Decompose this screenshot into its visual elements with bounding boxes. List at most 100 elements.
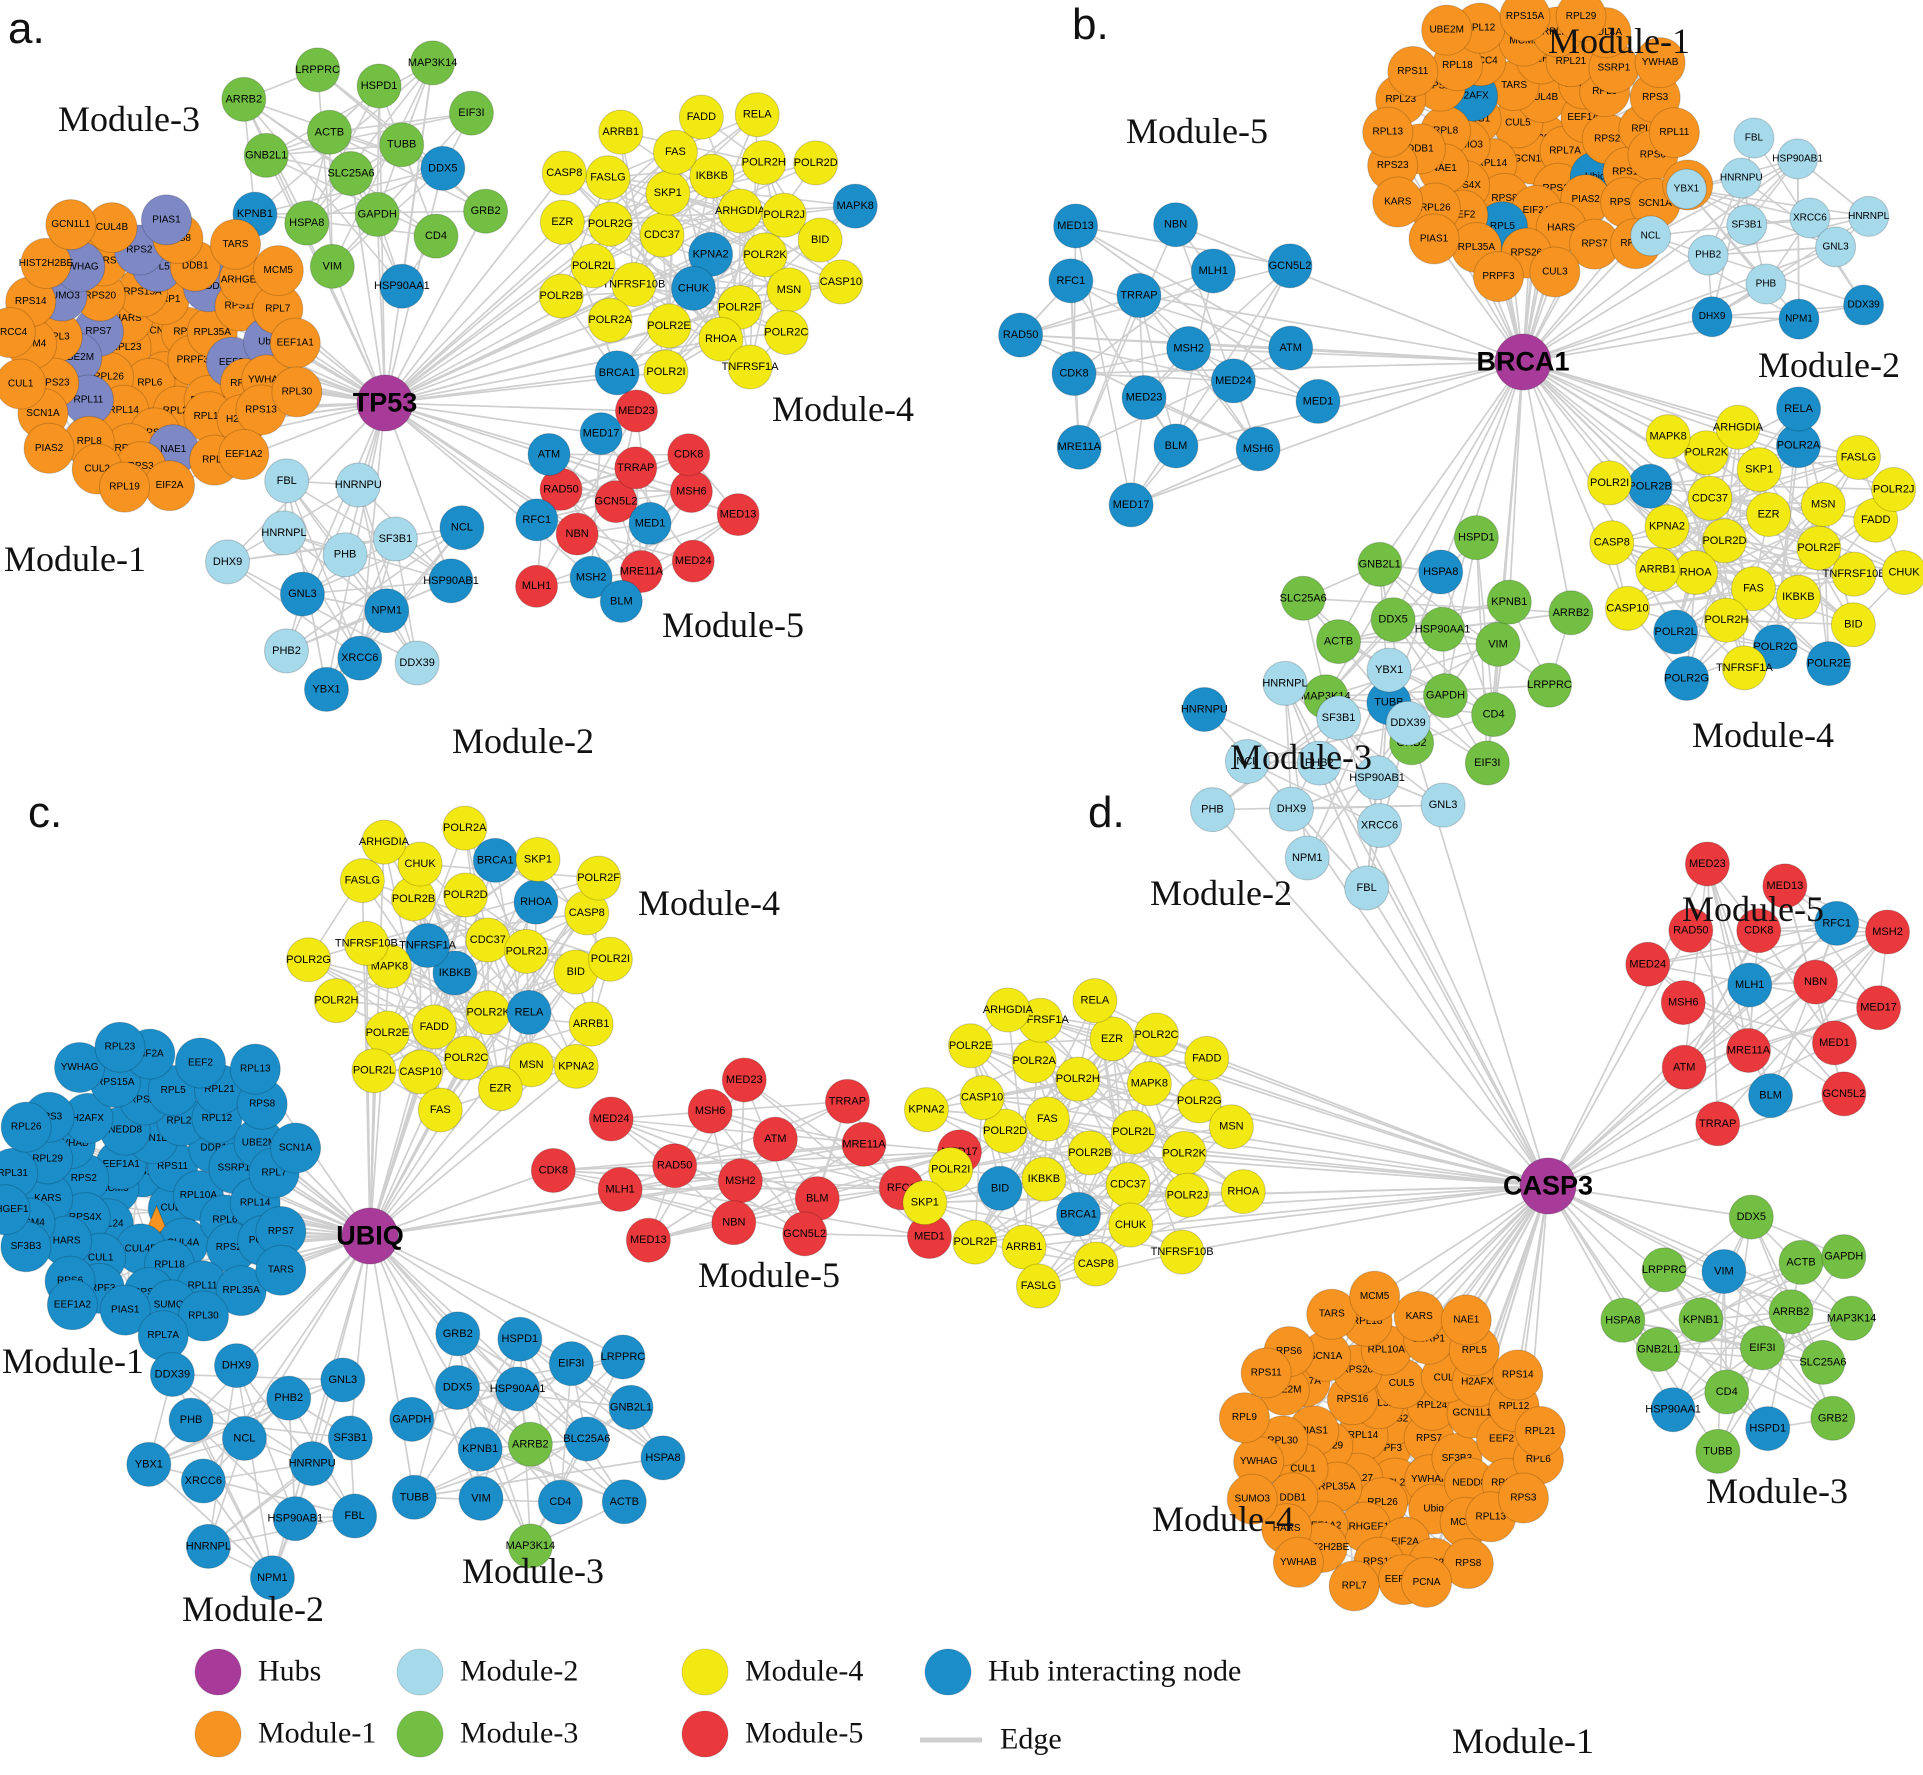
- edge: [265, 154, 437, 237]
- node-label: POLR2K: [1163, 1147, 1207, 1159]
- node-label: CASP10: [820, 276, 862, 288]
- node-POLR2K: POLR2K: [465, 990, 511, 1036]
- node-label: POLR2G: [1177, 1095, 1222, 1107]
- node-ARRB2: ARRB2: [1768, 1289, 1814, 1335]
- node-label: CDC37: [1692, 492, 1728, 504]
- edge: [1627, 488, 1894, 610]
- node-label: ACTB: [1786, 1256, 1815, 1268]
- node-label: RPL35A: [223, 1285, 261, 1296]
- node-PIAS1: PIAS1: [140, 194, 192, 246]
- node-label: ATM: [764, 1133, 786, 1145]
- node-label: POLR2H: [1056, 1073, 1100, 1085]
- node-label: CUL5: [1389, 1378, 1415, 1389]
- node-label: H2AFX: [1461, 1376, 1494, 1387]
- node-label: SUMO3: [44, 291, 80, 302]
- node-BRCA1: BRCA1: [472, 837, 518, 883]
- edge: [553, 1151, 960, 1172]
- node-label: MCM5: [1360, 1291, 1390, 1302]
- node-label: FADD: [1861, 514, 1890, 526]
- node-label: POLR2J: [1167, 1189, 1209, 1201]
- node-label: DHX9: [213, 556, 242, 568]
- node-label: MED17: [1860, 1002, 1897, 1014]
- node-label: RPL30: [282, 386, 313, 397]
- node-label: CASP8: [1078, 1258, 1114, 1270]
- node-label: POLR2D: [794, 157, 838, 169]
- node-label: TARS: [268, 1265, 294, 1276]
- node-MED1: MED1: [1295, 378, 1341, 424]
- node-label: MAP3K14: [408, 57, 458, 69]
- node-label: MED23: [726, 1074, 763, 1086]
- node-GRB2: GRB2: [435, 1311, 481, 1357]
- node-EZR: EZR: [539, 199, 585, 245]
- module-label: Module-1: [4, 539, 146, 579]
- node-FBL: FBL: [1733, 117, 1775, 159]
- edge: [1181, 1185, 1549, 1253]
- edge: [1175, 223, 1524, 363]
- node-circle: [698, 316, 744, 362]
- node-RPL19: RPL19: [99, 461, 151, 513]
- node-POLR2B: POLR2B: [1627, 463, 1673, 509]
- node-FAS: FAS: [417, 1087, 463, 1133]
- node-circle: [1051, 351, 1097, 397]
- hub-label-tp53: TP53: [352, 387, 418, 418]
- edge: [733, 1143, 865, 1224]
- node-label: ARHGDIA: [715, 205, 766, 217]
- edge: [1444, 537, 1478, 696]
- node-label: BLM: [1759, 1090, 1782, 1102]
- node-RPL13: RPL13: [1362, 106, 1414, 158]
- node-label: ARHGEF1: [0, 1204, 29, 1215]
- edge: [266, 112, 472, 157]
- node-label: CASP10: [961, 1092, 1003, 1104]
- edge: [308, 959, 435, 1028]
- node-circle: [439, 505, 485, 551]
- node-label: GRB2: [1818, 1412, 1848, 1424]
- node-label: NEDD8: [108, 1125, 142, 1136]
- node-label: PHB2: [274, 1392, 303, 1404]
- node-circle: [322, 532, 368, 578]
- node-KPNA2: KPNA2: [1644, 504, 1690, 550]
- node-FAS: FAS: [1024, 1096, 1070, 1142]
- module-label: Module-1: [1548, 21, 1690, 61]
- node-label: ERCC4: [0, 327, 28, 338]
- node-CASP10: CASP10: [398, 1049, 444, 1095]
- node-MSH2: MSH2: [717, 1158, 763, 1204]
- hub-node-TP53: [356, 374, 414, 432]
- node-CHUK: CHUK: [670, 265, 716, 311]
- node-ARRB2: ARRB2: [221, 76, 267, 122]
- node-label: MLH1: [605, 1183, 634, 1195]
- node-label: H2AFX: [72, 1113, 105, 1124]
- node-label: BID: [991, 1182, 1009, 1194]
- node-BID: BID: [977, 1165, 1023, 1211]
- node-POLR2C: POLR2C: [1134, 1012, 1180, 1058]
- node-label: XRCC6: [1793, 213, 1827, 224]
- edge: [1784, 885, 1880, 1009]
- node-circle: [1048, 258, 1094, 304]
- node-circle: [998, 312, 1044, 358]
- node-label: YWHAG: [1240, 1456, 1278, 1467]
- node-MED24: MED24: [588, 1096, 634, 1142]
- node-SLC25A6: SLC25A6: [327, 151, 375, 197]
- node-label: FADD: [687, 111, 716, 123]
- node-circle: [579, 412, 623, 456]
- node-GCN5L2: GCN5L2: [1267, 243, 1313, 289]
- hub-label-ubiq: UBIQ: [336, 1220, 404, 1251]
- node-circle: [243, 132, 289, 178]
- edge: [1130, 265, 1291, 506]
- node-label: RPL31: [0, 1168, 28, 1179]
- module-label: Module-4: [1152, 1499, 1294, 1539]
- node-label: GNB2L1: [1637, 1343, 1679, 1355]
- edge: [607, 176, 766, 256]
- node-circle: [221, 76, 267, 122]
- node-label: FAS: [1037, 1113, 1058, 1125]
- module-label: Module-2: [1150, 873, 1292, 913]
- node-label: NCL: [1641, 230, 1661, 241]
- node-DDX5: DDX5: [1370, 597, 1416, 643]
- node-FADD: FADD: [1184, 1035, 1230, 1081]
- node-GNL3: GNL3: [279, 571, 325, 617]
- node-label: GCN5L2: [1822, 1088, 1865, 1100]
- edge: [536, 513, 739, 587]
- edge: [1247, 722, 1409, 763]
- node-label: YBX1: [135, 1458, 163, 1470]
- node-MSN: MSN: [766, 267, 812, 313]
- edge: [1522, 315, 1713, 363]
